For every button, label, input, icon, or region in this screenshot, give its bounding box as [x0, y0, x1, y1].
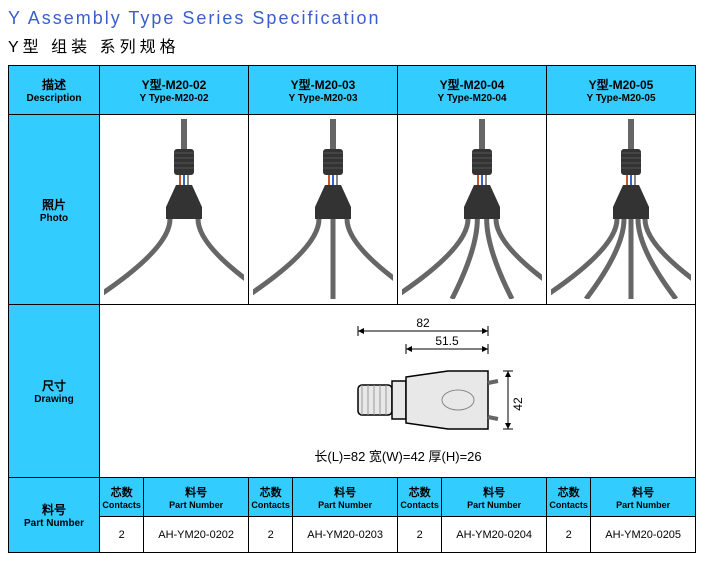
col-model-2: Y型-M20-04 Y Type-M20-04	[398, 66, 547, 115]
photo-cn: 照片	[11, 196, 97, 213]
model-cn: Y型-M20-03	[251, 76, 395, 93]
col-model-1: Y型-M20-03 Y Type-M20-03	[249, 66, 398, 115]
contacts-val: 2	[547, 517, 591, 553]
drawing-en: Drawing	[11, 394, 97, 405]
pn-val: AH-YM20-0203	[293, 517, 398, 553]
contacts-val: 2	[249, 517, 293, 553]
model-en: Y Type-M20-03	[251, 93, 395, 104]
tech-drawing-icon: 82 51.5 42 长(L)=82 宽(W)=42 厚(H)=26	[248, 311, 548, 471]
row-label-drawing: 尺寸 Drawing	[9, 305, 100, 478]
photo-en: Photo	[11, 213, 97, 224]
pn-val: AH-YM20-0204	[442, 517, 547, 553]
model-en: Y Type-M20-05	[549, 93, 693, 104]
drawing-cn: 尺寸	[11, 377, 97, 394]
desc-en: Description	[11, 93, 97, 104]
photo-cell-2	[398, 115, 547, 305]
col-desc: 描述 Description	[9, 66, 100, 115]
sub-contacts: 芯数Contacts	[249, 478, 293, 517]
svg-text:51.5: 51.5	[435, 334, 459, 348]
model-cn: Y型-M20-02	[102, 76, 246, 93]
subheader-row: 料号 Part Number 芯数Contacts 料号Part Number …	[9, 478, 696, 517]
col-model-0: Y型-M20-02 Y Type-M20-02	[100, 66, 249, 115]
pn-en: Part Number	[11, 518, 97, 529]
svg-text:82: 82	[416, 316, 430, 330]
row-label-pn: 料号 Part Number	[9, 478, 100, 553]
photo-row: 照片 Photo	[9, 115, 696, 305]
sub-contacts: 芯数Contacts	[100, 478, 144, 517]
desc-cn: 描述	[11, 76, 97, 93]
svg-text:长(L)=82 宽(W)=42 厚(H)=26: 长(L)=82 宽(W)=42 厚(H)=26	[314, 449, 481, 464]
spec-table: 描述 Description Y型-M20-02 Y Type-M20-02 Y…	[8, 65, 696, 553]
sub-pn: 料号Part Number	[442, 478, 547, 517]
photo-cell-0	[100, 115, 249, 305]
model-cn: Y型-M20-05	[549, 76, 693, 93]
photo-cell-3	[547, 115, 696, 305]
photo-cell-1	[249, 115, 398, 305]
model-en: Y Type-M20-02	[102, 93, 246, 104]
contacts-val: 2	[398, 517, 442, 553]
svg-text:42: 42	[511, 397, 525, 411]
sub-contacts: 芯数Contacts	[547, 478, 591, 517]
row-label-photo: 照片 Photo	[9, 115, 100, 305]
values-row: 2 AH-YM20-0202 2 AH-YM20-0203 2 AH-YM20-…	[9, 517, 696, 553]
sub-pn: 料号Part Number	[591, 478, 696, 517]
sub-pn: 料号Part Number	[293, 478, 398, 517]
title-cn: Y型 组装 系列规格	[8, 33, 696, 57]
title-en: Y Assembly Type Series Specification	[8, 8, 696, 29]
sub-contacts: 芯数Contacts	[398, 478, 442, 517]
drawing-row: 尺寸 Drawing 82 51.5 42 长(L)=82 宽(W)=42 厚(H)=…	[9, 305, 696, 478]
pn-val: AH-YM20-0205	[591, 517, 696, 553]
pn-cn: 料号	[11, 501, 97, 518]
pn-val: AH-YM20-0202	[144, 517, 249, 553]
model-en: Y Type-M20-04	[400, 93, 544, 104]
model-cn: Y型-M20-04	[400, 76, 544, 93]
col-model-3: Y型-M20-05 Y Type-M20-05	[547, 66, 696, 115]
header-row: 描述 Description Y型-M20-02 Y Type-M20-02 Y…	[9, 66, 696, 115]
sub-pn: 料号Part Number	[144, 478, 249, 517]
contacts-val: 2	[100, 517, 144, 553]
drawing-cell: 82 51.5 42 长(L)=82 宽(W)=42 厚(H)=26	[100, 305, 696, 478]
